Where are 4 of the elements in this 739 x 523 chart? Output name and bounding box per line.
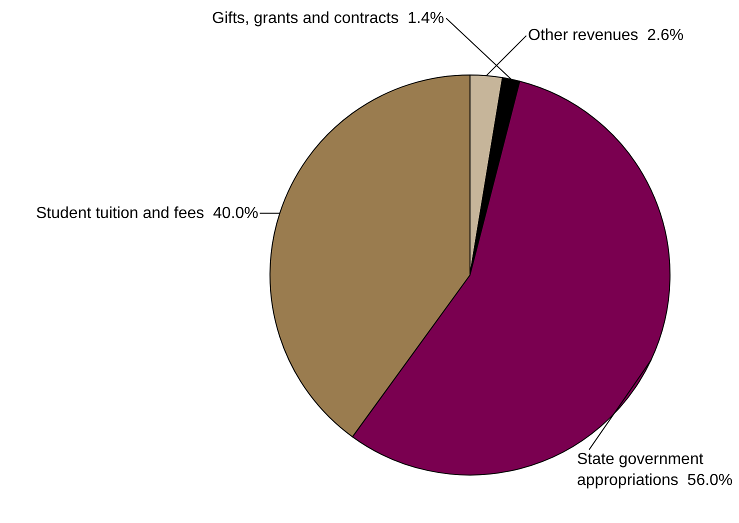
- slice-label: Gifts, grants and contracts 1.4%: [212, 10, 444, 27]
- slice-label: Student tuition and fees 40.0%: [36, 205, 258, 222]
- slice-label: State government appropriations 56.0%: [577, 451, 733, 489]
- slice-label: Other revenues 2.6%: [528, 27, 684, 44]
